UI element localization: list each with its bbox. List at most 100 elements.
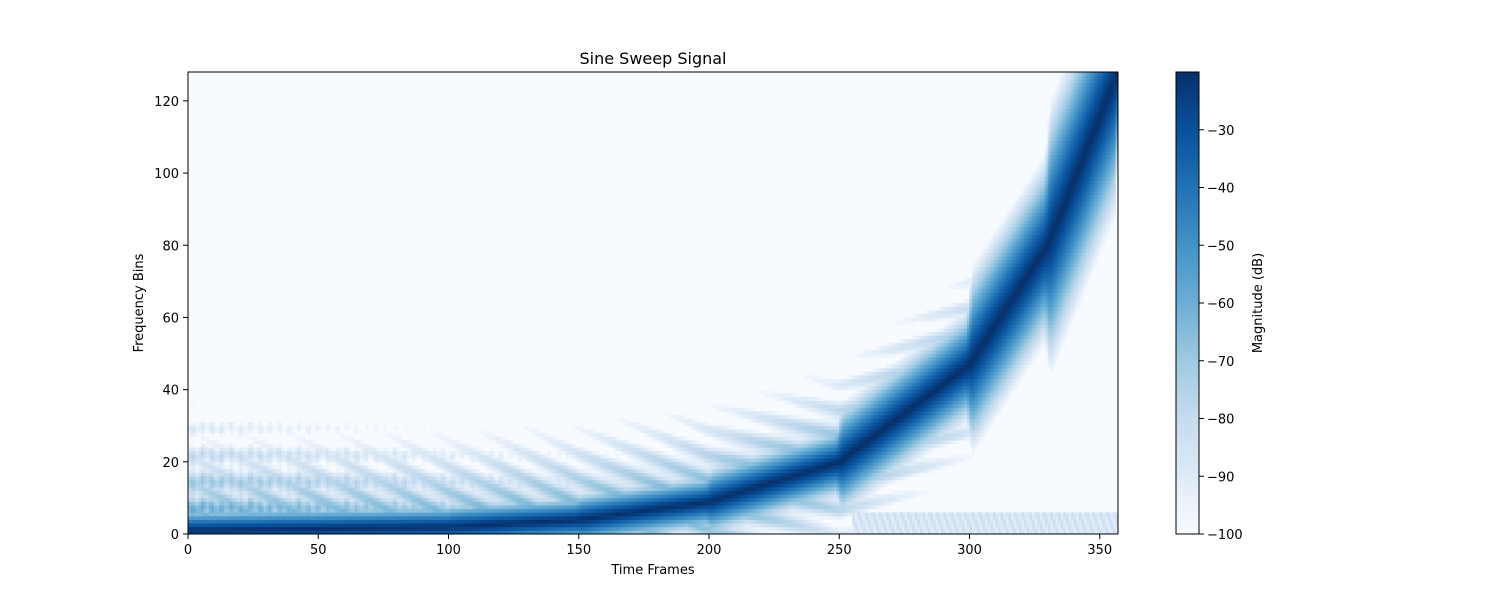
heatmap-cell — [307, 476, 311, 481]
heatmap-cell — [625, 418, 629, 423]
heatmap-cell — [453, 490, 457, 495]
heatmap-cell — [242, 512, 246, 517]
heatmap-cell — [573, 530, 577, 534]
heatmap-cell — [326, 490, 330, 495]
heatmap-cell — [599, 440, 603, 445]
heatmap-cell — [391, 519, 395, 524]
heatmap-cell — [651, 483, 655, 488]
heatmap-cell — [630, 519, 634, 524]
heatmap-cell — [560, 490, 564, 495]
heatmap-cell — [253, 512, 257, 517]
heatmap-cell — [315, 429, 319, 434]
heatmap-cell — [425, 515, 429, 520]
heatmap-cell — [443, 465, 447, 470]
heatmap-cell — [565, 447, 569, 452]
heatmap-cell — [198, 494, 202, 499]
heatmap-cell — [471, 447, 475, 452]
heatmap-cell — [638, 519, 642, 524]
heatmap-cell — [466, 479, 470, 484]
heatmap-cell — [372, 483, 376, 488]
heatmap-cell — [633, 530, 637, 534]
heatmap-cell — [610, 472, 614, 477]
heatmap-cell — [372, 487, 376, 492]
heatmap-cell — [531, 512, 535, 517]
heatmap-cell — [484, 465, 488, 470]
heatmap-cell — [302, 450, 306, 455]
heatmap-cell — [273, 472, 277, 477]
heatmap-cell — [563, 461, 567, 466]
heatmap-cell — [599, 465, 603, 470]
heatmap-cell — [315, 450, 319, 455]
heatmap-cell — [641, 519, 645, 524]
heatmap-cell — [242, 487, 246, 492]
heatmap-cell — [464, 476, 468, 481]
heatmap-cell — [633, 472, 637, 477]
heatmap-cell — [206, 497, 210, 502]
heatmap-cell — [516, 530, 520, 534]
heatmap-cell — [685, 465, 689, 470]
heatmap-cell — [492, 512, 496, 517]
heatmap-cell — [393, 454, 397, 459]
heatmap-cell — [260, 530, 264, 534]
heatmap-cell — [203, 479, 207, 484]
heatmap-cell — [560, 472, 564, 477]
heatmap-cell — [448, 490, 452, 495]
heatmap-cell — [391, 508, 395, 513]
heatmap-cell — [513, 443, 517, 448]
heatmap-cell — [393, 512, 397, 517]
heatmap-cell — [198, 483, 202, 488]
heatmap-cell — [313, 461, 317, 466]
heatmap-cell — [669, 414, 673, 419]
heatmap-cell — [195, 458, 199, 463]
heatmap-cell — [521, 523, 525, 528]
heatmap-cell — [602, 508, 606, 513]
heatmap-cell — [628, 472, 632, 477]
heatmap-cell — [586, 494, 590, 499]
heatmap-cell — [461, 479, 465, 484]
heatmap-cell — [461, 515, 465, 520]
heatmap-cell — [672, 458, 676, 463]
heatmap-cell — [625, 490, 629, 495]
heatmap-cell — [396, 497, 400, 502]
heatmap-cell — [651, 432, 655, 437]
heatmap-cell — [260, 458, 264, 463]
heatmap-cell — [396, 476, 400, 481]
heatmap-cell — [219, 490, 223, 495]
heatmap-cell — [596, 476, 600, 481]
heatmap-cell — [544, 436, 548, 441]
heatmap-cell — [297, 508, 301, 513]
heatmap-cell — [190, 523, 194, 528]
heatmap-cell — [662, 465, 666, 470]
heatmap-cell — [328, 512, 332, 517]
heatmap-cell — [318, 505, 322, 510]
heatmap-cell — [534, 497, 538, 502]
heatmap-cell — [680, 526, 684, 531]
heatmap-cell — [482, 505, 486, 510]
heatmap-cell — [333, 515, 337, 520]
heatmap-cell — [638, 458, 642, 463]
heatmap-cell — [664, 519, 668, 524]
heatmap-cell — [427, 497, 431, 502]
heatmap-cell — [628, 447, 632, 452]
heatmap-cell — [326, 469, 330, 474]
heatmap-cell — [511, 490, 515, 495]
heatmap-cell — [367, 515, 371, 520]
heatmap-cell — [281, 497, 285, 502]
heatmap-cell — [550, 443, 554, 448]
heatmap-cell — [477, 526, 481, 531]
heatmap-cell — [359, 469, 363, 474]
heatmap-cell — [427, 479, 431, 484]
heatmap-cell — [378, 458, 382, 463]
heatmap-cell — [412, 454, 416, 459]
heatmap-cell — [461, 483, 465, 488]
heatmap-cell — [443, 436, 447, 441]
heatmap-cell — [615, 515, 619, 520]
heatmap-cell — [216, 443, 220, 448]
heatmap-cell — [219, 508, 223, 513]
heatmap-cell — [346, 461, 350, 466]
heatmap-cell — [615, 476, 619, 481]
heatmap-cell — [211, 526, 215, 531]
heatmap-cell — [662, 476, 666, 481]
heatmap-cell — [219, 487, 223, 492]
heatmap-cell — [286, 447, 290, 452]
